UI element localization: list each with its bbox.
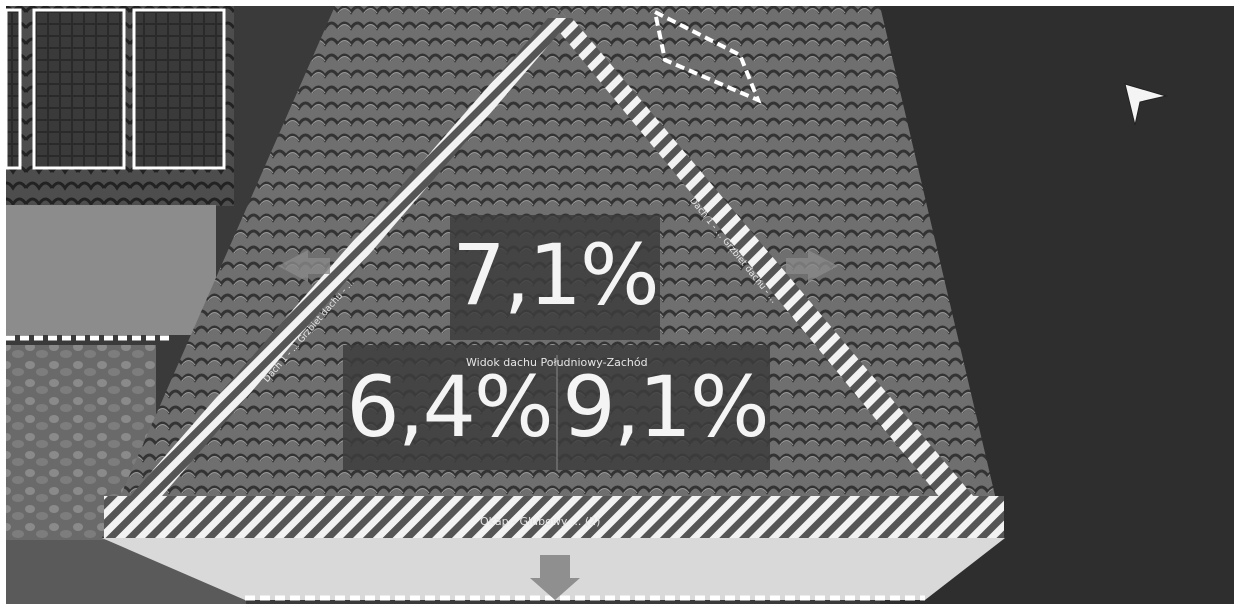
percentage-left: 6,4% <box>346 358 553 456</box>
hip-edge-left-highlight[interactable] <box>118 18 572 510</box>
arrow-right-icon[interactable] <box>786 250 838 282</box>
top-percentage-box <box>450 215 660 340</box>
eave-highlight[interactable] <box>104 496 1004 538</box>
arrow-down-icon[interactable] <box>530 555 580 600</box>
eave-label: Okap - Głubowy ... (2) <box>480 515 601 528</box>
hip-edge-right-highlight[interactable] <box>548 18 985 510</box>
roof-window-outline[interactable] <box>652 8 762 104</box>
wall <box>6 205 216 335</box>
solar-panel-1 <box>32 8 126 170</box>
solar-panel-2 <box>132 8 226 170</box>
roof-view-title: Widok dachu Południowy-Zachód <box>466 356 648 369</box>
percentage-top: 7,1% <box>452 226 659 324</box>
arrow-left-icon[interactable] <box>278 250 330 282</box>
pointer-arrow-icon <box>1124 83 1168 126</box>
solar-panel-edge <box>4 8 22 170</box>
percentage-right: 9,1% <box>562 358 769 456</box>
